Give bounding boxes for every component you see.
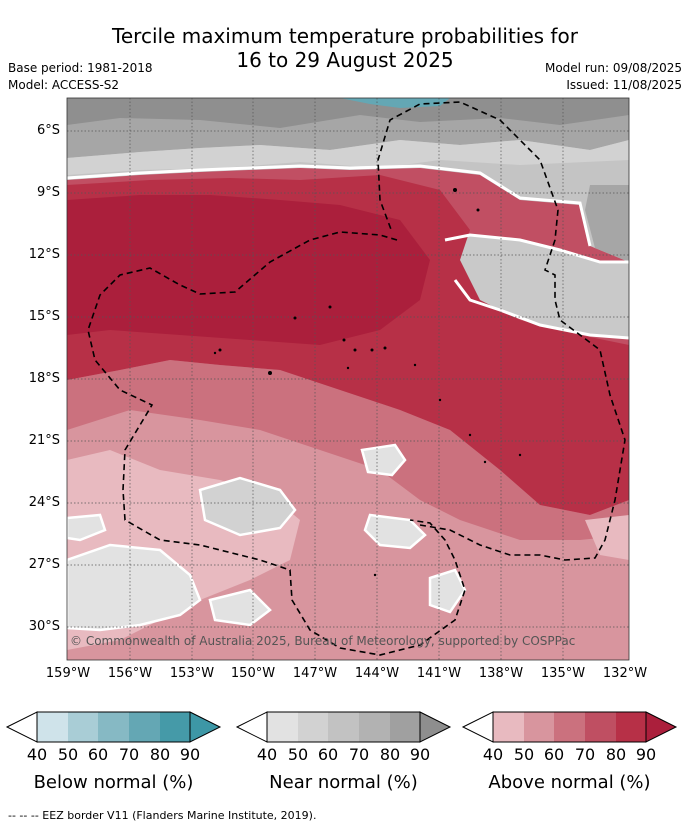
graticule xyxy=(67,98,629,660)
islands xyxy=(213,188,522,577)
lat-tick: 12°S xyxy=(28,247,60,262)
eez-footnote: -- -- -- EEZ border V11 (Flanders Marine… xyxy=(8,809,317,822)
legend-tick: 40 xyxy=(26,745,48,764)
legend-above-normal xyxy=(461,711,678,743)
legend-tick: 50 xyxy=(57,745,79,764)
legend-tick: 50 xyxy=(513,745,535,764)
legend-title-above: Above normal (%) xyxy=(488,772,651,793)
legend-tick: 70 xyxy=(118,745,140,764)
legend-tick: 80 xyxy=(605,745,627,764)
lon-tick: 147°W xyxy=(292,666,338,681)
lat-tick: 6°S xyxy=(36,123,60,138)
map-title-line2: 16 to 29 August 2025 xyxy=(236,48,454,72)
legend-tick: 40 xyxy=(256,745,278,764)
legend-tick: 80 xyxy=(379,745,401,764)
lon-tick: 138°W xyxy=(478,666,524,681)
lat-tick: 30°S xyxy=(28,619,60,634)
legend-tick: 90 xyxy=(635,745,657,764)
model-run-label: Model run: 09/08/2025 xyxy=(544,61,682,75)
legend-tick: 40 xyxy=(482,745,504,764)
eez-border xyxy=(87,101,626,656)
legend-tick: 90 xyxy=(409,745,431,764)
lon-tick: 156°W xyxy=(107,666,153,681)
lon-tick: 159°W xyxy=(45,666,91,681)
lat-tick: 24°S xyxy=(28,495,60,510)
lat-tick: 27°S xyxy=(28,557,60,572)
legend-near-normal xyxy=(235,711,452,743)
legend-tick: 60 xyxy=(317,745,339,764)
lat-tick: 21°S xyxy=(28,433,60,448)
base-period-label: Base period: 1981-2018 xyxy=(8,61,153,75)
lon-tick: 132°W xyxy=(602,666,648,681)
lat-tick: 18°S xyxy=(28,371,60,386)
lon-tick: 153°W xyxy=(169,666,215,681)
lat-tick: 15°S xyxy=(28,309,60,324)
lon-tick: 144°W xyxy=(354,666,400,681)
legend-title-near: Near normal (%) xyxy=(269,772,418,793)
legend-tick: 70 xyxy=(574,745,596,764)
legend-tick: 90 xyxy=(179,745,201,764)
legend-tick: 60 xyxy=(87,745,109,764)
legend-tick: 60 xyxy=(543,745,565,764)
legend-tick: 80 xyxy=(149,745,171,764)
legend-tick: 70 xyxy=(348,745,370,764)
issued-label: Issued: 11/08/2025 xyxy=(566,78,682,92)
lon-tick: 150°W xyxy=(230,666,276,681)
legend-tick: 50 xyxy=(287,745,309,764)
legend-title-below: Below normal (%) xyxy=(33,772,194,793)
lon-tick: 135°W xyxy=(540,666,586,681)
lat-tick: 9°S xyxy=(36,185,60,200)
map-title-line1: Tercile maximum temperature probabilitie… xyxy=(112,24,578,48)
legend-below-normal xyxy=(5,711,222,743)
copyright-notice: © Commonwealth of Australia 2025, Bureau… xyxy=(70,634,576,648)
model-label: Model: ACCESS-S2 xyxy=(8,78,120,92)
lon-tick: 141°W xyxy=(416,666,462,681)
probability-field xyxy=(67,98,629,660)
